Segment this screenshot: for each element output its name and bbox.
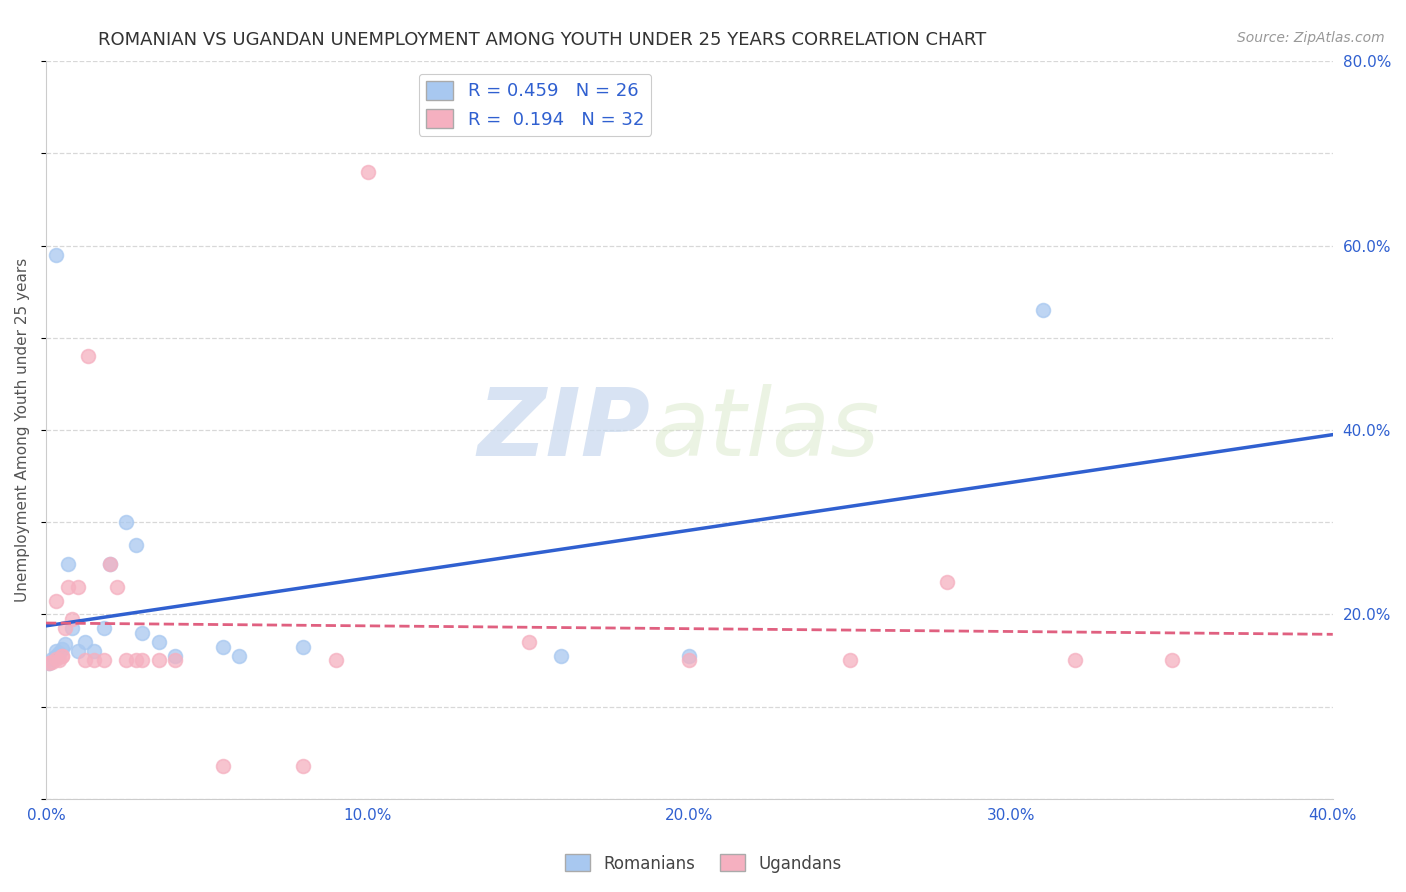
Point	[45, 593, 67, 607]
Point	[53, 637, 76, 651]
Point	[53, 621, 76, 635]
Point	[45, 651, 67, 665]
Point	[115, 653, 138, 667]
Point	[678, 653, 700, 667]
Text: ZIP: ZIP	[478, 384, 651, 476]
Point	[48, 653, 70, 667]
Point	[212, 759, 235, 773]
Point	[163, 653, 186, 667]
Legend: Romanians, Ugandans: Romanians, Ugandans	[558, 847, 848, 880]
Point	[48, 646, 70, 660]
Point	[125, 538, 148, 552]
Point	[131, 625, 153, 640]
Point	[45, 248, 67, 262]
Point	[125, 653, 148, 667]
Point	[73, 635, 96, 649]
Point	[292, 759, 315, 773]
Point	[131, 653, 153, 667]
Point	[115, 515, 138, 529]
Text: ROMANIAN VS UGANDAN UNEMPLOYMENT AMONG YOUTH UNDER 25 YEARS CORRELATION CHART: ROMANIAN VS UGANDAN UNEMPLOYMENT AMONG Y…	[98, 31, 987, 49]
Point	[839, 653, 862, 667]
Point	[83, 644, 105, 658]
Point	[550, 648, 572, 663]
Point	[76, 349, 98, 363]
Point	[98, 557, 121, 571]
Text: Source: ZipAtlas.com: Source: ZipAtlas.com	[1237, 31, 1385, 45]
Point	[38, 657, 60, 671]
Point	[51, 642, 73, 657]
Point	[60, 612, 83, 626]
Point	[60, 621, 83, 635]
Point	[41, 655, 63, 669]
Point	[148, 635, 170, 649]
Point	[1064, 653, 1087, 667]
Point	[41, 651, 63, 665]
Point	[105, 580, 128, 594]
Point	[1161, 653, 1184, 667]
Point	[67, 644, 90, 658]
Point	[67, 580, 90, 594]
Legend: R = 0.459   N = 26, R =  0.194   N = 32: R = 0.459 N = 26, R = 0.194 N = 32	[419, 74, 651, 136]
Point	[58, 557, 80, 571]
Point	[678, 648, 700, 663]
Point	[58, 580, 80, 594]
Point	[83, 653, 105, 667]
Point	[357, 165, 380, 179]
Y-axis label: Unemployment Among Youth under 25 years: Unemployment Among Youth under 25 years	[15, 258, 30, 602]
Point	[51, 648, 73, 663]
Point	[935, 575, 957, 590]
Point	[45, 648, 67, 663]
Point	[228, 648, 250, 663]
Point	[1032, 303, 1054, 318]
Point	[163, 648, 186, 663]
Text: atlas: atlas	[651, 384, 879, 475]
Point	[517, 635, 540, 649]
Point	[98, 557, 121, 571]
Point	[93, 621, 115, 635]
Point	[73, 653, 96, 667]
Point	[325, 653, 347, 667]
Point	[93, 653, 115, 667]
Point	[38, 657, 60, 671]
Point	[292, 640, 315, 654]
Point	[51, 648, 73, 663]
Point	[212, 640, 235, 654]
Point	[148, 653, 170, 667]
Point	[45, 644, 67, 658]
